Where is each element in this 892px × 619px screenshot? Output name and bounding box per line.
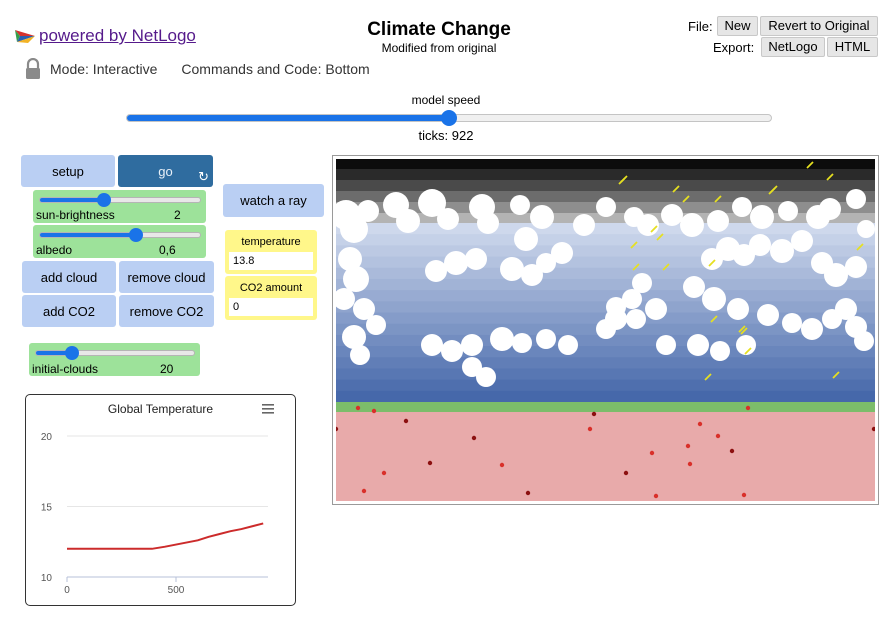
sun-brightness-track[interactable] xyxy=(39,197,201,203)
add-co2-button[interactable]: add CO2 xyxy=(22,295,116,327)
forever-refresh-icon: ↻ xyxy=(198,169,209,184)
earth-surface xyxy=(336,412,875,501)
albedo-value: 0,6 xyxy=(159,243,176,257)
temperature-monitor: temperature 13.8 xyxy=(225,230,317,274)
model-speed-fill xyxy=(127,115,449,121)
hamburger-menu-icon[interactable] xyxy=(262,404,274,414)
watch-a-ray-label: watch a ray xyxy=(240,193,307,208)
y-tick-label: 15 xyxy=(41,503,53,514)
powered-by-label[interactable]: powered by NetLogo xyxy=(39,26,196,45)
temperature-monitor-value: 13.8 xyxy=(229,252,313,270)
remove-cloud-label: remove cloud xyxy=(127,269,206,285)
ticks-counter: ticks: 922 xyxy=(418,128,474,143)
temperature-monitor-name: temperature xyxy=(241,236,301,248)
plot-canvas: 10 15 20 0 500 xyxy=(41,432,268,596)
commands-code-label[interactable]: Commands and Code: Bottom xyxy=(181,61,370,77)
lock-icon[interactable] xyxy=(24,58,42,80)
x-tick-label: 500 xyxy=(168,585,185,596)
remove-cloud-button[interactable]: remove cloud xyxy=(119,261,214,293)
albedo-fill xyxy=(40,233,136,237)
file-label: File: xyxy=(688,19,713,34)
watch-a-ray-button[interactable]: watch a ray xyxy=(223,184,324,217)
albedo-slider[interactable]: albedo 0,6 xyxy=(33,225,206,258)
heat-particles-layer xyxy=(336,405,875,499)
netlogo-logo-icon xyxy=(15,30,35,43)
setup-label: setup xyxy=(52,163,84,179)
initial-clouds-track[interactable] xyxy=(35,350,195,356)
remove-co2-button[interactable]: remove CO2 xyxy=(119,295,214,327)
model-speed-thumb[interactable] xyxy=(441,110,457,126)
powered-by-netlogo-link[interactable]: powered by NetLogo xyxy=(14,26,196,46)
co2-amount-monitor: CO2 amount 0 xyxy=(225,276,317,320)
sun-brightness-thumb[interactable] xyxy=(96,193,111,207)
sun-brightness-slider[interactable]: sun-brightness 2 xyxy=(33,190,206,223)
initial-clouds-slider[interactable]: initial-clouds 20 xyxy=(29,343,200,376)
model-speed-label: model speed xyxy=(411,93,481,107)
y-tick-label: 20 xyxy=(41,432,53,443)
mode-row: Mode: Interactive Commands and Code: Bot… xyxy=(24,58,370,80)
initial-clouds-value: 20 xyxy=(160,362,174,376)
sun-brightness-fill xyxy=(40,198,104,202)
initial-clouds-fill xyxy=(36,351,73,355)
sun-brightness-name: sun-brightness xyxy=(36,208,115,222)
add-co2-label: add CO2 xyxy=(42,303,96,319)
go-button[interactable]: go ↻ xyxy=(118,155,213,187)
grass-strip xyxy=(336,402,875,412)
clouds-layer xyxy=(336,189,875,387)
global-temperature-plot xyxy=(25,394,296,606)
world-view[interactable] xyxy=(336,159,875,501)
y-tick-label: 10 xyxy=(41,573,53,584)
export-netlogo-button[interactable]: NetLogo xyxy=(761,37,825,57)
go-label: go xyxy=(158,163,173,179)
add-cloud-button[interactable]: add cloud xyxy=(22,261,116,293)
model-title: Climate Change xyxy=(367,19,511,40)
new-button[interactable]: New xyxy=(717,16,758,36)
mode-label[interactable]: Mode: Interactive xyxy=(50,61,158,77)
temperature-series-line xyxy=(67,522,264,550)
sky-layer xyxy=(336,159,875,403)
sun-brightness-value: 2 xyxy=(174,208,181,222)
co2-amount-monitor-name: CO2 amount xyxy=(239,282,303,294)
plot-title: Global Temperature xyxy=(107,402,214,416)
x-tick-label: 0 xyxy=(64,585,70,596)
revert-to-original-button[interactable]: Revert to Original xyxy=(760,16,878,36)
sun-rays-layer xyxy=(618,161,864,381)
model-subtitle: Modified from original xyxy=(381,41,497,55)
co2-amount-monitor-value: 0 xyxy=(229,298,313,316)
initial-clouds-thumb[interactable] xyxy=(64,346,79,360)
albedo-thumb[interactable] xyxy=(129,228,144,242)
remove-co2-label: remove CO2 xyxy=(129,303,204,319)
setup-button[interactable]: setup xyxy=(21,155,115,187)
add-cloud-label: add cloud xyxy=(40,269,98,285)
export-label: Export: xyxy=(713,40,755,55)
export-html-button[interactable]: HTML xyxy=(827,37,878,57)
albedo-track[interactable] xyxy=(39,232,201,238)
albedo-name: albedo xyxy=(36,243,73,257)
initial-clouds-name: initial-clouds xyxy=(32,362,99,376)
